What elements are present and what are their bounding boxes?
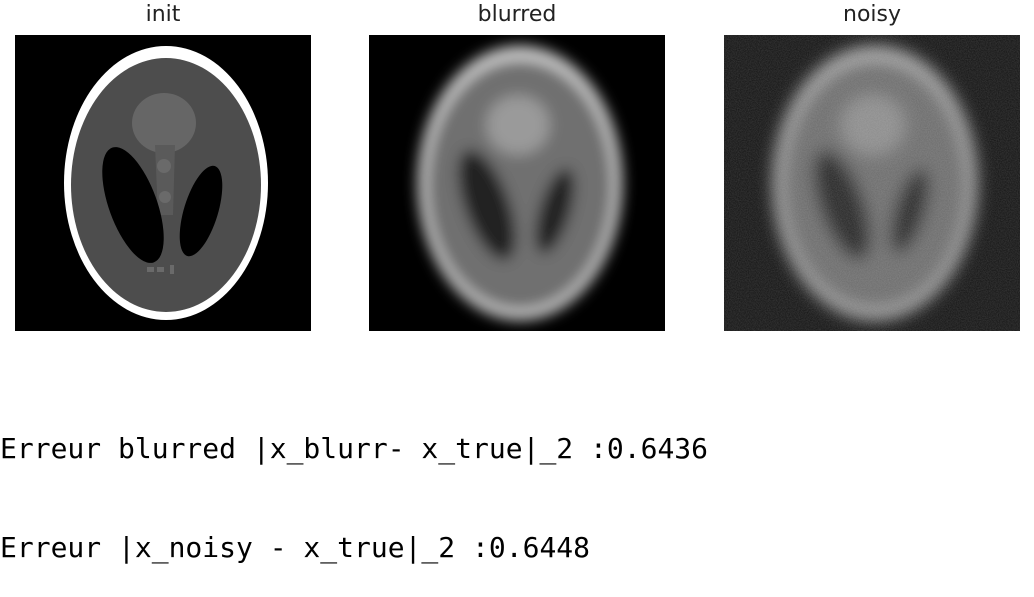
- console-output: Erreur blurred |x_blurr- x_true|_2 :0.64…: [0, 366, 708, 597]
- phantom-init-image: [15, 35, 311, 331]
- panel-title-blurred: blurred: [477, 2, 557, 27]
- phantom-blurred-image: [369, 35, 665, 331]
- output-line-noisy-error: Erreur |x_noisy - x_true|_2 :0.6448: [0, 531, 591, 564]
- panel-title-init: init: [145, 2, 181, 27]
- image-noisy: [724, 35, 1020, 331]
- output-line-blurred-error: Erreur blurred |x_blurr- x_true|_2 :0.64…: [0, 432, 709, 465]
- phantom-noisy-image: [724, 35, 1020, 331]
- image-blurred: [369, 35, 665, 331]
- panel-title-noisy: noisy: [843, 2, 901, 27]
- image-init: [15, 35, 311, 331]
